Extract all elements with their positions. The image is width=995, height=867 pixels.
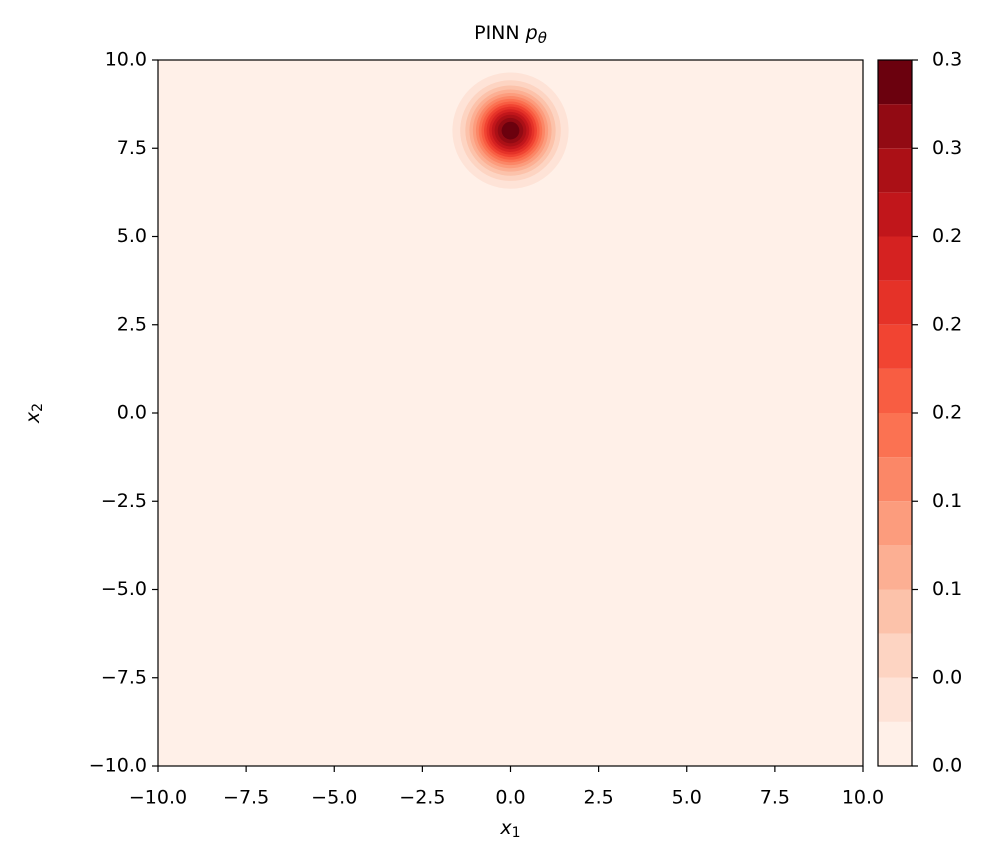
y-axis-label: x2 bbox=[22, 403, 47, 424]
y-tick-label: 5.0 bbox=[117, 225, 147, 247]
contour-field bbox=[158, 60, 863, 766]
colorbar-tick-label: 0.1 bbox=[932, 490, 962, 512]
colorbar-band bbox=[878, 104, 912, 149]
y-tick-label: 10.0 bbox=[105, 49, 147, 71]
y-tick-label: −10.0 bbox=[89, 755, 147, 777]
colorbar-tick-label: 0.0 bbox=[932, 755, 962, 777]
colorbar-band bbox=[878, 324, 912, 369]
colorbar-band bbox=[878, 148, 912, 193]
colorbar-band bbox=[878, 280, 912, 325]
x-tick-label: −2.5 bbox=[399, 787, 445, 809]
colorbar-tick-label: 0.2 bbox=[932, 402, 962, 424]
colorbar-band bbox=[878, 60, 912, 105]
colorbar-band bbox=[878, 368, 912, 413]
x-tick-label: −10.0 bbox=[129, 787, 187, 809]
colorbar-band bbox=[878, 192, 912, 237]
y-tick-label: 7.5 bbox=[117, 137, 147, 159]
x-tick-label: 5.0 bbox=[672, 787, 702, 809]
colorbar-tick-label: 0.1 bbox=[932, 578, 962, 600]
colorbar-tick-label: 0.0 bbox=[932, 666, 962, 688]
x-tick-label: 2.5 bbox=[584, 787, 614, 809]
colorbar-tick-label: 0.3 bbox=[932, 137, 962, 159]
x-tick-label: 0.0 bbox=[495, 787, 525, 809]
colorbar-tick-label: 0.2 bbox=[932, 225, 962, 247]
colorbar-band bbox=[878, 545, 912, 590]
colorbar-band bbox=[878, 721, 912, 766]
x-axis-label: x1 bbox=[499, 817, 520, 842]
y-tick-label: −7.5 bbox=[101, 666, 147, 688]
x-tick-label: 7.5 bbox=[760, 787, 790, 809]
x-tick-label: 10.0 bbox=[842, 787, 884, 809]
colorbar-band bbox=[878, 501, 912, 546]
chart-title: PINN pθ bbox=[474, 22, 547, 47]
y-tick-label: 0.0 bbox=[117, 402, 147, 424]
colorbar-band bbox=[878, 589, 912, 634]
x-tick-label: −7.5 bbox=[223, 787, 269, 809]
colorbar-band bbox=[878, 457, 912, 502]
colorbar-tick-label: 0.3 bbox=[932, 49, 962, 71]
colorbar-band bbox=[878, 633, 912, 678]
colorbar-tick-label: 0.2 bbox=[932, 313, 962, 335]
y-tick-label: −2.5 bbox=[101, 490, 147, 512]
colorbar-band bbox=[878, 413, 912, 458]
colorbar-band bbox=[878, 236, 912, 281]
contour-band bbox=[501, 121, 520, 140]
y-tick-label: −5.0 bbox=[101, 578, 147, 600]
y-tick-label: 2.5 bbox=[117, 313, 147, 335]
colorbar-band bbox=[878, 677, 912, 722]
x-tick-label: −5.0 bbox=[311, 787, 357, 809]
